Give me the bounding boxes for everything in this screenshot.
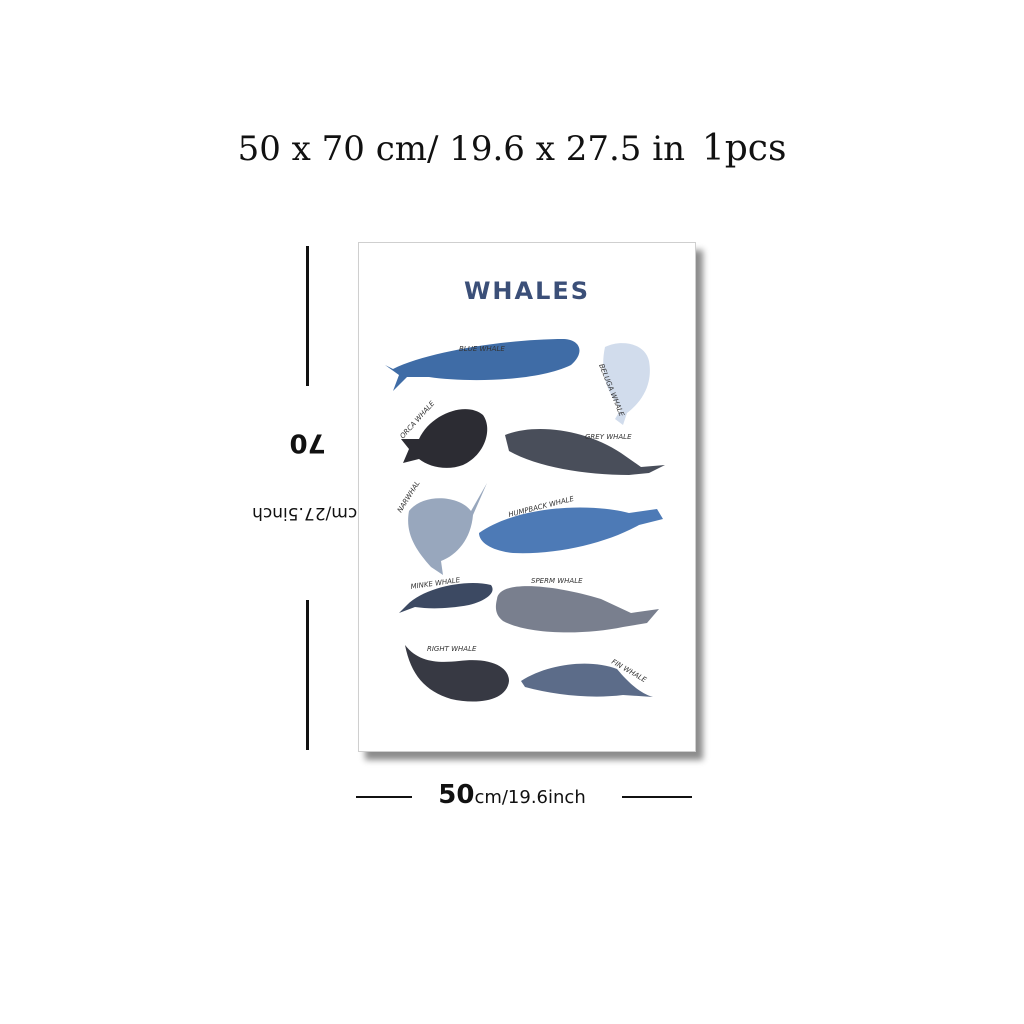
whale-label: RIGHT WHALE <box>427 645 477 653</box>
width-unit: cm/19.6inch <box>474 787 586 808</box>
whale-label: SPERM WHALE <box>531 577 583 585</box>
whale-label: BLUE WHALE <box>459 345 505 353</box>
whale-label: GREY WHALE <box>585 433 632 441</box>
fin-whale-illustration: FIN WHALE <box>521 658 653 697</box>
height-dimension-line-bottom <box>306 600 309 750</box>
product-dimensions-headline: 50 x 70 cm/ 19.6 x 27.5 in 1pcs <box>0 128 1024 169</box>
quantity-text: 1pcs <box>701 128 787 169</box>
width-dimension-label: 50cm/19.6inch <box>400 780 624 810</box>
blue-whale-illustration: BLUE WHALE <box>385 339 580 391</box>
height-unit: cm/27.5inch <box>252 503 358 524</box>
humpback-whale-illustration: HUMPBACK WHALE <box>479 495 663 554</box>
orca-whale-illustration: ORCA WHALE <box>399 399 488 468</box>
dimensions-text: 50 x 70 cm/ 19.6 x 27.5 in <box>237 129 686 169</box>
height-value: 70 <box>289 427 327 458</box>
whale-poster: WHALES BLUE WHALE BELUGA WHALE ORCA WHAL… <box>358 242 696 752</box>
right-whale-illustration: RIGHT WHALE <box>405 645 509 702</box>
narwhal-illustration: NARWHAL <box>396 479 487 575</box>
grey-whale-illustration: GREY WHALE <box>505 429 665 475</box>
sperm-whale-illustration: SPERM WHALE <box>495 577 659 633</box>
width-value: 50 <box>438 780 475 810</box>
minke-whale-illustration: MINKE WHALE <box>399 576 493 613</box>
width-dimension-line-right <box>622 796 692 798</box>
width-dimension-line-left <box>356 796 412 798</box>
poster-title: WHALES <box>463 277 591 305</box>
height-dimension-line-top <box>306 246 309 386</box>
beluga-whale-illustration: BELUGA WHALE <box>597 343 650 425</box>
whale-illustrations: BLUE WHALE BELUGA WHALE ORCA WHALE GREY … <box>385 339 665 702</box>
height-dimension-label: 70 cm/27.5inch <box>252 380 357 610</box>
